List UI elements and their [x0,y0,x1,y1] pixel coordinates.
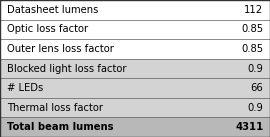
Text: 112: 112 [244,5,263,15]
Text: 4311: 4311 [235,122,263,132]
Text: Blocked light loss factor: Blocked light loss factor [7,64,126,73]
Bar [0,39,270,59]
Text: Optic loss factor: Optic loss factor [7,24,88,34]
Bar [0,98,270,117]
Text: 0.85: 0.85 [241,24,263,34]
Text: # LEDs: # LEDs [7,83,43,93]
Text: Total beam lumens: Total beam lumens [7,122,113,132]
Text: 0.85: 0.85 [241,44,263,54]
Bar [0,59,270,78]
Text: 0.9: 0.9 [247,103,263,113]
Text: Outer lens loss factor: Outer lens loss factor [7,44,114,54]
Text: Datasheet lumens: Datasheet lumens [7,5,98,15]
Bar [0,0,270,20]
Text: Thermal loss factor: Thermal loss factor [7,103,103,113]
Text: 0.9: 0.9 [247,64,263,73]
Bar [0,117,270,137]
Bar [0,20,270,39]
Bar [0,78,270,98]
Text: 66: 66 [251,83,263,93]
